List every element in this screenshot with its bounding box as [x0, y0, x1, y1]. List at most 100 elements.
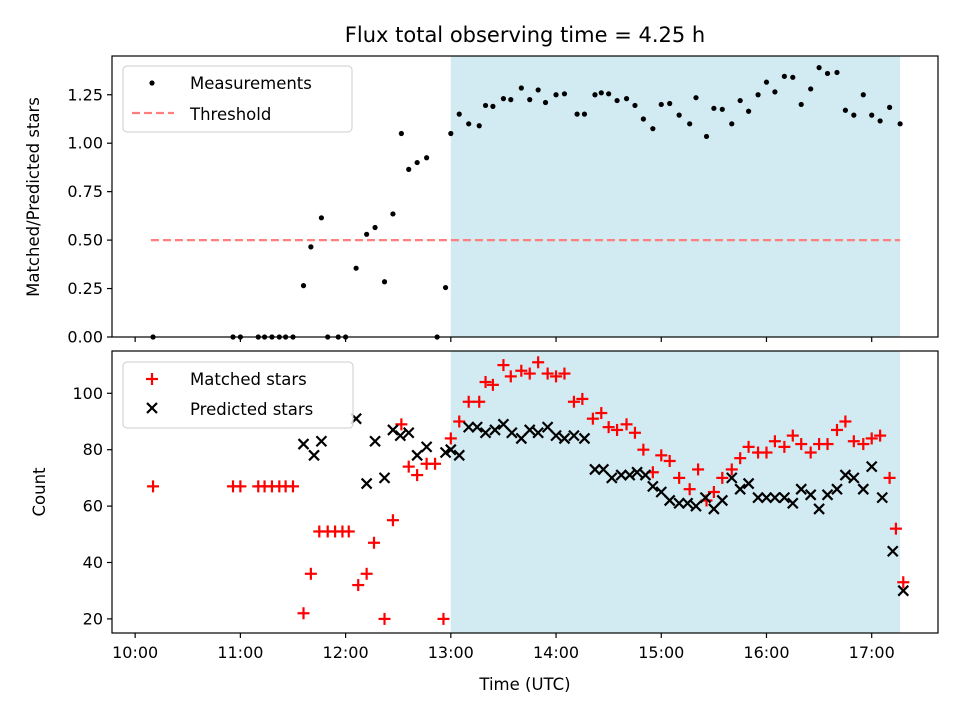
y-tick-label: 40 [83, 553, 103, 572]
matched-point [515, 364, 528, 377]
predicted-point [897, 584, 910, 597]
measurement-point [482, 102, 489, 109]
measurement-point [693, 95, 699, 101]
x-tick-label: 10:00 [112, 643, 158, 662]
measurement-point [755, 92, 761, 98]
predicted-point [623, 469, 636, 481]
matched-point [386, 514, 399, 527]
matched-point [663, 454, 676, 467]
measurement-point [592, 92, 598, 98]
predicted-point [462, 421, 475, 433]
matched-point [839, 415, 852, 428]
predicted-point [497, 418, 510, 431]
predicted-point [402, 427, 415, 439]
legend-marker-predicted [146, 402, 158, 414]
y-tick-label: 60 [83, 497, 103, 516]
matched-point [402, 460, 415, 473]
measurement-point [442, 284, 449, 291]
predicted-point [387, 424, 399, 436]
measurement-point [667, 100, 673, 107]
predicted-point [647, 480, 659, 493]
predicted-point [778, 491, 791, 504]
measurement-point [372, 224, 378, 231]
measurement-point [500, 96, 507, 102]
matched-point [486, 378, 499, 391]
matched-point [602, 421, 615, 434]
measurement-point [490, 103, 496, 109]
predicted-point [760, 491, 773, 504]
matched-point [821, 438, 834, 451]
predicted-point [308, 449, 320, 462]
x-tick-label: 12:00 [323, 643, 369, 662]
matched-point [473, 395, 486, 408]
predicted-point [479, 427, 492, 439]
predicted-point [550, 429, 562, 442]
matched-point [453, 415, 466, 428]
y-tick-label: 20 [83, 609, 103, 628]
measurement-point [406, 166, 412, 172]
predicted-point [360, 477, 373, 490]
measurement-point [737, 97, 743, 104]
measurement-point [729, 121, 735, 127]
matched-point [567, 395, 580, 408]
panel-counts: 20 40 60 80 100 10:00 11:00 12:00 13:00 14:00 15:… [30, 350, 939, 694]
predicted-point [752, 491, 764, 504]
axes-frame-bottom [111, 350, 939, 634]
predicted-point [876, 491, 889, 504]
matched-point [611, 423, 624, 436]
x-tick-label: 13:00 [428, 643, 474, 662]
matched-point [378, 612, 391, 625]
y-tick-label: 0.75 [67, 182, 103, 201]
measurement-point [790, 74, 796, 80]
predicted-point [865, 460, 878, 473]
predicted-point [742, 477, 755, 490]
predicted-point [831, 483, 843, 495]
predicted-point [578, 432, 591, 445]
predicted-point [411, 449, 423, 462]
matched-point [352, 579, 365, 592]
matched-point [692, 463, 705, 476]
measurement-point [842, 107, 849, 113]
predicted-point [523, 424, 536, 436]
predicted-point [471, 421, 483, 433]
measurement-point [466, 121, 472, 127]
matched-point [147, 480, 160, 493]
matched-point [628, 426, 641, 439]
measurement-point [658, 101, 664, 108]
measurement-point [745, 108, 752, 114]
predicted-point [315, 435, 328, 448]
measurement-point [574, 111, 580, 117]
y-axis-label-bottom: Count [30, 467, 49, 517]
predicted-point [813, 503, 825, 515]
x-tick-label: 11:00 [217, 643, 263, 662]
measurement-point [300, 283, 307, 289]
predicted-point [606, 472, 618, 484]
predicted-point [708, 503, 720, 515]
matched-point [550, 370, 563, 383]
y-tick-label: 0.25 [67, 279, 103, 298]
matched-point [479, 376, 492, 389]
matched-point [586, 412, 599, 425]
x-axis-label: Time (UTC) [478, 675, 570, 694]
predicted-point [716, 494, 729, 507]
legend-label-predicted: Predicted stars [190, 400, 313, 419]
matched-point [395, 418, 408, 431]
predicted-point [769, 491, 781, 504]
predicted-point [369, 435, 381, 448]
matched-point [437, 612, 450, 625]
x-tick-label: 17:00 [849, 643, 895, 662]
predicted-point [453, 449, 466, 462]
matched-point [707, 486, 720, 498]
matched-point [883, 471, 896, 484]
matched-point [297, 607, 310, 620]
matched-point [497, 359, 510, 372]
predicted-point [445, 443, 457, 456]
predicted-point [506, 427, 518, 439]
matched-point [760, 446, 773, 459]
predicted-point [886, 545, 899, 557]
predicted-point [568, 429, 580, 442]
measurement-point [772, 89, 778, 95]
legend-top: Measurements Threshold [122, 65, 353, 133]
legend-label-measurements: Measurements [190, 74, 312, 93]
x-tick-label: 16:00 [743, 643, 789, 662]
